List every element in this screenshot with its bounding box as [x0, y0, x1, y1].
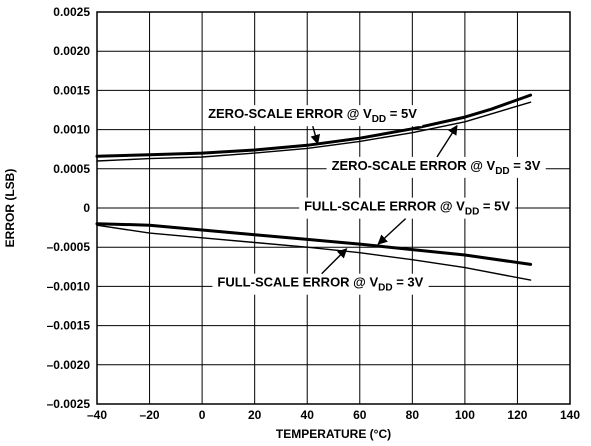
annotation-background	[299, 197, 516, 219]
annotation-suffix: = 3V	[510, 158, 541, 173]
annotation-arrow	[377, 218, 407, 245]
annotation-1: ZERO-SCALE ERROR @ VDD = 5V	[203, 105, 423, 145]
annotation-label: FULL-SCALE ERROR @ VDD = 3V	[217, 275, 423, 294]
annotation-prefix: FULL-SCALE ERROR @ V	[304, 199, 465, 214]
y-tick-label: 0.0025	[53, 5, 90, 19]
y-axis-title: ERROR (LSB)	[3, 169, 17, 248]
tick-labels: –40 –20 0 20 40 60 80 100 120 140 0.0025 0.0020 0.00…	[47, 5, 581, 422]
x-tick-label: 60	[353, 408, 367, 422]
annotation-background	[203, 105, 423, 127]
annotation-prefix: ZERO-SCALE ERROR @ V	[208, 106, 372, 121]
x-tick-label: 140	[560, 408, 580, 422]
annotation-2: ZERO-SCALE ERROR @ VDD = 3V	[326, 124, 546, 178]
annotation-background	[212, 273, 429, 295]
x-tick-label: 80	[406, 408, 420, 422]
annotation-prefix: ZERO-SCALE ERROR @ V	[332, 158, 496, 173]
y-tick-label: 0	[83, 201, 90, 215]
annotation-subscript: DD	[495, 166, 509, 177]
x-tick-label: 0	[199, 408, 206, 422]
annotation-arrow	[321, 248, 348, 275]
series-group	[95, 93, 533, 281]
y-tick-label: 0.0020	[53, 44, 90, 58]
series-line-2	[96, 101, 532, 162]
annotation-subscript: DD	[378, 283, 392, 294]
x-tick-label: –20	[140, 408, 160, 422]
annotation-subscript: DD	[465, 207, 479, 218]
x-tick-label: –40	[87, 408, 107, 422]
y-tick-label: –0.0005	[47, 240, 91, 254]
series-line-1	[95, 93, 533, 158]
annotation-arrow	[436, 124, 458, 158]
x-tick-label: 40	[301, 408, 315, 422]
y-tick-label: 0.0005	[53, 162, 90, 176]
x-tick-label: 100	[455, 408, 475, 422]
x-tick-label: 120	[507, 408, 527, 422]
annotation-4: FULL-SCALE ERROR @ VDD = 3V	[212, 248, 429, 295]
y-tick-label: –0.0010	[47, 279, 91, 293]
annotation-subscript: DD	[372, 114, 386, 125]
annotation-3: FULL-SCALE ERROR @ VDD = 5V	[299, 197, 516, 245]
series-line-3	[95, 222, 533, 266]
annotation-suffix: = 5V	[479, 199, 510, 214]
annotation-label: FULL-SCALE ERROR @ VDD = 5V	[304, 199, 510, 218]
x-tick-label: 20	[248, 408, 262, 422]
y-tick-label: –0.0020	[47, 358, 91, 372]
annotation-background	[326, 156, 546, 178]
plot-frame	[96, 11, 571, 405]
series-line-4	[96, 224, 532, 281]
annotation-arrow	[310, 125, 321, 145]
annotation-label: ZERO-SCALE ERROR @ VDD = 3V	[332, 158, 541, 177]
y-tick-label: 0.0010	[53, 123, 90, 137]
annotation-suffix: = 5V	[386, 106, 417, 121]
y-tick-label: –0.0015	[47, 319, 91, 333]
y-tick-label: –0.0025	[47, 397, 91, 411]
annotation-prefix: FULL-SCALE ERROR @ V	[217, 275, 378, 290]
annotation-label: ZERO-SCALE ERROR @ VDD = 5V	[208, 106, 417, 125]
x-axis-title: TEMPERATURE (°C)	[276, 427, 391, 441]
annotation-suffix: = 3V	[393, 275, 424, 290]
y-tick-label: 0.0015	[53, 83, 90, 97]
